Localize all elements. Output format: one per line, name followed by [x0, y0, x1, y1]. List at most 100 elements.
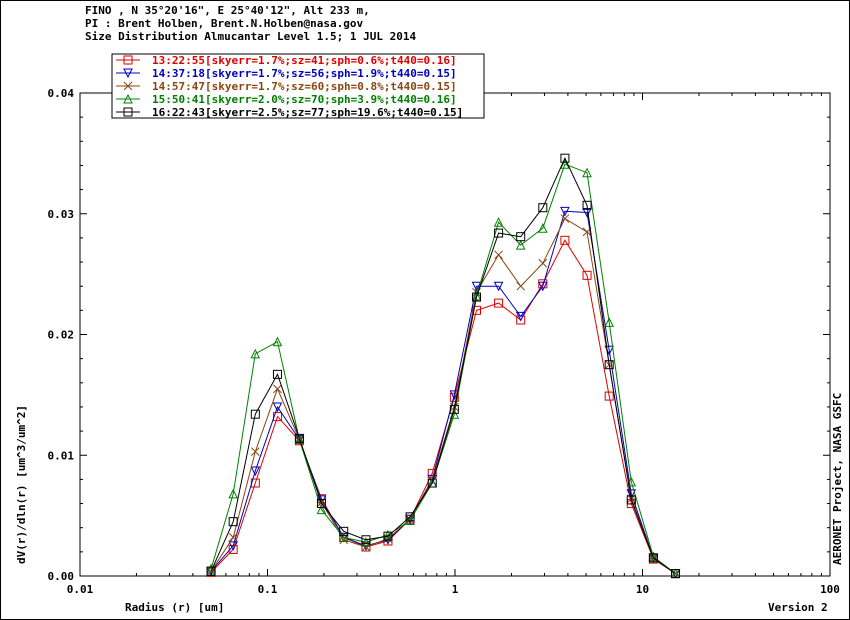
data-point — [123, 68, 133, 79]
data-point — [560, 235, 570, 245]
series-layer — [206, 153, 681, 579]
data-point — [427, 478, 437, 488]
x-tick-label: 0.01 — [67, 583, 94, 596]
series-3 — [206, 214, 680, 578]
x-tick-label: 10 — [636, 583, 649, 596]
data-point — [538, 203, 548, 213]
data-point — [206, 563, 216, 574]
data-point — [316, 504, 327, 515]
data-point — [206, 566, 216, 576]
data-point — [272, 336, 283, 347]
data-point — [582, 270, 592, 280]
data-point — [405, 512, 415, 522]
y-tick-label: 0.01 — [48, 449, 75, 462]
legend-box — [111, 53, 485, 119]
data-point — [582, 200, 592, 210]
data-point — [626, 476, 637, 487]
data-point — [361, 537, 371, 547]
y-tick-label: 0.02 — [48, 329, 75, 342]
data-point — [560, 214, 570, 223]
data-point — [494, 250, 503, 260]
header-line-2: PI : Brent Holben, Brent.N.Holben@nasa.g… — [85, 17, 364, 30]
version-label: Version 2 — [768, 601, 828, 614]
data-point — [228, 488, 238, 499]
legend-entry-3: 14:57:47[skyerr=1.7%;sz=60;sph=0.8%;t440… — [116, 80, 457, 93]
data-point — [648, 553, 658, 563]
data-point — [515, 311, 526, 322]
data-point — [383, 531, 393, 541]
data-point — [338, 532, 349, 542]
data-point — [560, 206, 570, 217]
data-point — [471, 290, 482, 301]
plot-area — [79, 92, 831, 577]
data-point — [228, 541, 238, 551]
series-line — [210, 156, 676, 575]
legend-label: 13:22:55[skyerr=1.7%;sz=41;sph=0.6%;t440… — [152, 54, 457, 67]
series-line — [210, 210, 676, 575]
legend-label: 15:50:41[skyerr=2.0%;sz=70;sph=3.9%;t440… — [152, 93, 457, 106]
data-point — [671, 569, 680, 578]
data-point — [515, 240, 526, 250]
data-point — [538, 258, 548, 268]
x-tick-label: 1 — [452, 583, 459, 596]
series-5 — [206, 153, 681, 579]
data-point — [648, 551, 659, 562]
y-tick-label: 0.03 — [48, 208, 75, 221]
legend-entry-1: 13:22:55[skyerr=1.7%;sz=41;sph=0.6%;t440… — [116, 54, 457, 67]
data-point — [471, 292, 481, 302]
data-point — [493, 217, 504, 227]
data-point — [604, 317, 614, 327]
legend-label: 14:57:47[skyerr=1.7%;sz=60;sph=0.8%;t440… — [152, 80, 457, 93]
series-line — [210, 239, 676, 575]
data-point — [273, 384, 282, 394]
data-point — [471, 281, 482, 292]
data-point — [361, 535, 371, 545]
x-axis: 0.01 0.1 1 10 100 — [67, 93, 840, 596]
data-point — [538, 223, 548, 233]
data-point — [494, 228, 504, 238]
legend-label: 16:22:43[skyerr=2.5%;sz=77;sph=19.6%;t44… — [152, 106, 463, 119]
data-point — [538, 279, 548, 289]
data-point — [339, 535, 349, 545]
data-point — [604, 360, 614, 370]
data-point — [582, 167, 592, 178]
data-point — [294, 434, 305, 445]
data-point — [449, 404, 459, 414]
x-axis-label: Radius (r) [um] — [125, 601, 224, 614]
data-point — [671, 569, 681, 579]
y-axis: 0.00 0.01 0.02 0.03 0.04 — [48, 87, 830, 583]
y-tick-label: 0.00 — [48, 570, 75, 583]
data-point — [250, 447, 260, 456]
y-tick-label: 0.04 — [48, 87, 75, 100]
data-point — [516, 232, 526, 242]
data-point — [123, 93, 133, 104]
legend-entry-2: 14:37:18[skyerr=1.7%;sz=56;sph=1.9%;t440… — [116, 67, 457, 80]
data-point — [272, 369, 282, 379]
series-line — [210, 217, 676, 575]
data-point — [604, 391, 614, 401]
x-tick-label: 100 — [820, 583, 840, 596]
legend: 13:22:55[skyerr=1.7%;sz=41;sph=0.6%;t440… — [111, 53, 485, 119]
header-line-1: FINO , N 35°20'16", E 25°40'12", Alt 233… — [85, 4, 370, 17]
data-point — [339, 526, 349, 536]
legend-entry-5: 16:22:43[skyerr=2.5%;sz=77;sph=19.6%;t44… — [116, 106, 463, 119]
data-point — [516, 281, 526, 291]
data-point — [250, 348, 261, 359]
data-point — [228, 517, 238, 527]
data-point — [316, 499, 326, 509]
data-point — [493, 281, 504, 292]
x-tick-label: 0.1 — [258, 583, 278, 596]
data-point — [250, 466, 261, 477]
data-point — [405, 514, 415, 525]
data-point — [250, 409, 260, 419]
data-point — [123, 81, 133, 91]
data-point — [560, 153, 570, 163]
data-point — [494, 298, 504, 308]
legend-label: 14:37:18[skyerr=1.7%;sz=56;sph=1.9%;t440… — [152, 67, 457, 80]
data-point — [228, 533, 238, 542]
series-line — [210, 163, 676, 574]
data-point — [272, 402, 283, 413]
side-credit: AERONET Project, NASA GSFC — [831, 393, 844, 565]
data-point — [560, 159, 570, 169]
